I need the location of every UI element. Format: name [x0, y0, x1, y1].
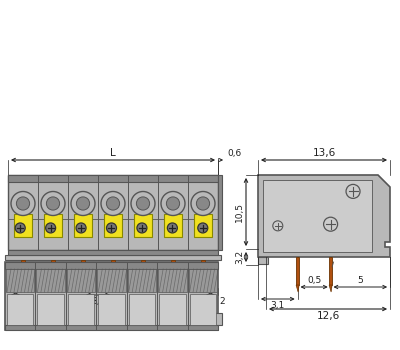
Bar [74, 214, 92, 237]
Text: 0,75: 0,75 [7, 297, 27, 306]
Bar [7, 294, 34, 325]
Text: 0,5: 0,5 [307, 276, 321, 285]
Bar [158, 269, 186, 292]
Circle shape [273, 221, 283, 231]
Circle shape [196, 197, 210, 210]
Text: 12,6: 12,6 [316, 311, 340, 321]
Text: 5: 5 [358, 276, 363, 285]
Bar [36, 269, 65, 292]
Bar [5, 262, 218, 269]
Bar [263, 180, 372, 252]
Bar [188, 269, 217, 292]
Circle shape [346, 184, 360, 198]
Bar [21, 260, 25, 282]
Bar [5, 262, 218, 330]
Bar [214, 313, 222, 325]
Polygon shape [21, 282, 25, 288]
Bar [97, 269, 126, 292]
Bar [51, 260, 55, 282]
Circle shape [106, 223, 116, 233]
Polygon shape [201, 282, 205, 288]
Circle shape [191, 191, 215, 216]
Circle shape [167, 223, 177, 233]
Bar [5, 255, 221, 260]
Text: 10,5: 10,5 [235, 202, 244, 222]
Bar [67, 269, 95, 292]
Circle shape [106, 197, 120, 210]
Bar [8, 250, 218, 255]
Bar [194, 214, 212, 237]
Bar [98, 294, 125, 325]
Text: 3,1: 3,1 [271, 301, 285, 310]
Bar [6, 269, 34, 292]
Polygon shape [296, 285, 299, 292]
Circle shape [131, 191, 155, 216]
Circle shape [76, 223, 86, 233]
Polygon shape [171, 282, 175, 288]
Bar [44, 214, 62, 237]
Bar [329, 257, 332, 285]
Circle shape [41, 191, 65, 216]
Bar [104, 214, 122, 237]
Circle shape [166, 197, 180, 210]
Bar [171, 260, 175, 282]
Polygon shape [329, 285, 332, 292]
Circle shape [324, 217, 338, 231]
Bar [14, 214, 32, 237]
Polygon shape [258, 175, 390, 257]
Bar [8, 175, 218, 250]
Bar [218, 175, 222, 250]
Bar [159, 294, 186, 325]
Polygon shape [141, 282, 145, 288]
Circle shape [15, 223, 25, 233]
Text: 3,5: 3,5 [91, 297, 105, 306]
Circle shape [71, 191, 95, 216]
Text: 0,6: 0,6 [227, 149, 241, 158]
Text: L: L [110, 148, 116, 158]
Polygon shape [111, 282, 115, 288]
Bar [38, 294, 64, 325]
Circle shape [161, 191, 185, 216]
Circle shape [76, 197, 90, 210]
Bar [190, 294, 216, 325]
Circle shape [101, 191, 125, 216]
Circle shape [137, 223, 147, 233]
Bar [68, 294, 94, 325]
Circle shape [46, 223, 56, 233]
Polygon shape [51, 282, 55, 288]
Bar [164, 214, 182, 237]
Bar [134, 214, 152, 237]
Bar [258, 257, 268, 264]
Circle shape [16, 197, 30, 210]
Bar [201, 260, 205, 282]
Bar [81, 260, 85, 282]
Circle shape [46, 197, 60, 210]
Polygon shape [81, 282, 85, 288]
Text: 2: 2 [219, 297, 225, 306]
Bar [8, 175, 218, 182]
Text: 13,6: 13,6 [312, 148, 336, 158]
Bar [129, 294, 155, 325]
Circle shape [136, 197, 150, 210]
Bar [111, 260, 115, 282]
Text: 3,2: 3,2 [235, 250, 244, 264]
Bar [141, 260, 145, 282]
Bar [128, 269, 156, 292]
Bar [5, 325, 218, 330]
Circle shape [198, 223, 208, 233]
Bar [296, 257, 299, 285]
Circle shape [11, 191, 35, 216]
